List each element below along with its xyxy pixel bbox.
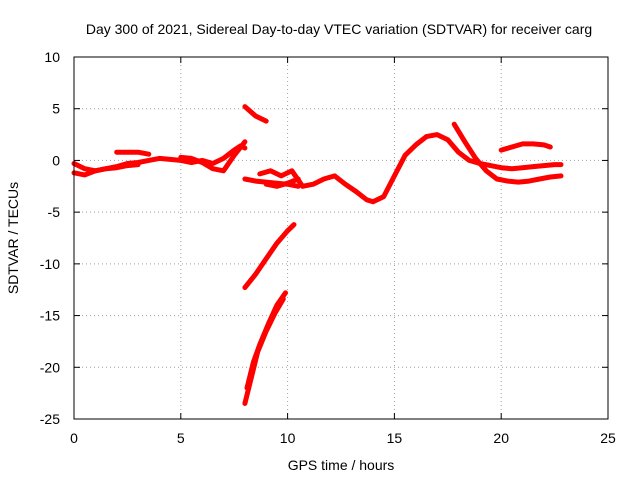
- x-tick-label: 25: [600, 430, 616, 446]
- y-tick-label: 10: [44, 49, 60, 65]
- series-trace-k: [242, 222, 297, 291]
- series-trace-c: [114, 149, 152, 157]
- x-tick-label: 10: [280, 430, 296, 446]
- y-tick-label: 5: [52, 101, 60, 117]
- ticks: 0 5 10 15 20 25 -25 -20 -15 -10 -5 0 5 10: [40, 49, 616, 446]
- y-tick-label: -20: [40, 359, 60, 375]
- series-trace-e: [242, 104, 269, 124]
- x-tick-label: 0: [70, 430, 78, 446]
- series-trace-a: [71, 143, 248, 174]
- plot-frame: [73, 56, 609, 420]
- y-tick-label: -15: [40, 308, 60, 324]
- series-trace-l: [242, 296, 286, 406]
- series-trace-b: [71, 162, 141, 178]
- y-tick-label: 0: [52, 152, 60, 168]
- chart-title: Day 300 of 2021, Sidereal Day-to-day VTE…: [86, 21, 592, 37]
- series-trace-g: [257, 132, 564, 205]
- x-axis-label: GPS time / hours: [288, 457, 395, 473]
- series-trace-j: [498, 141, 553, 153]
- series-trace-h: [263, 176, 301, 189]
- grid: [74, 57, 608, 419]
- y-tick-label: -25: [40, 411, 60, 427]
- y-axis-label: SDTVAR / TECUs: [5, 182, 21, 294]
- x-tick-label: 15: [387, 430, 403, 446]
- x-tick-label: 5: [177, 430, 185, 446]
- series-trace-i: [451, 121, 564, 185]
- series-trace-m: [244, 290, 288, 391]
- y-tick-label: -10: [40, 256, 60, 272]
- series-layer: [71, 104, 564, 406]
- y-tick-label: -5: [48, 204, 61, 220]
- series-trace-d: [178, 139, 248, 174]
- x-tick-label: 20: [493, 430, 509, 446]
